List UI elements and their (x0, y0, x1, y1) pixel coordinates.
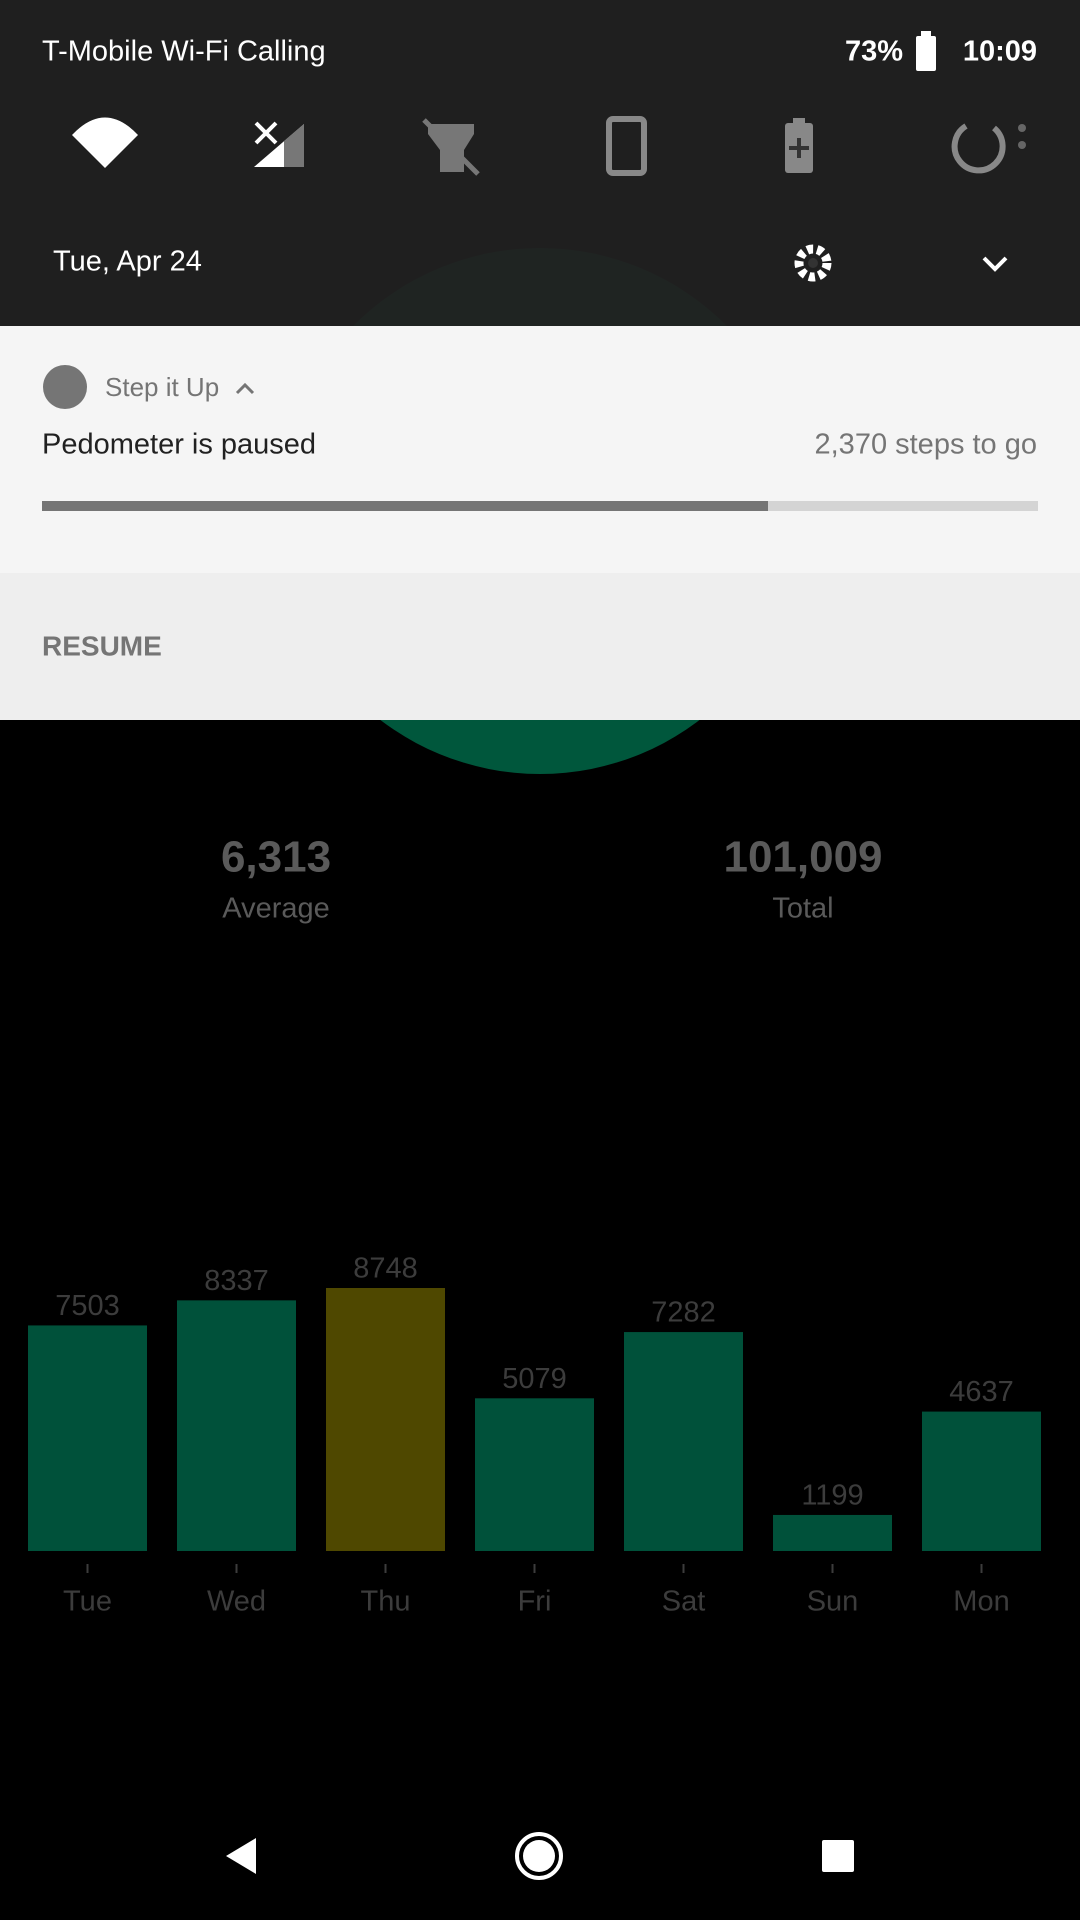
weekly-chart: 7503 Tue 8337 Wed 8748 Thu 5079 Fri 7282 Sat 1199 S… (28, 1253, 1041, 1618)
wifi-tile[interactable] (72, 117, 138, 169)
average-value: 6,313 (221, 833, 331, 882)
bar (326, 1288, 445, 1551)
more-dot (1018, 124, 1026, 132)
progress-fill (42, 501, 768, 511)
sync-tile[interactable] (951, 123, 1006, 174)
x-tick-label: Mon (953, 1586, 1009, 1618)
resume-button[interactable]: RESUME (42, 630, 162, 661)
settings-button[interactable] (794, 244, 832, 282)
x-tick-label: Sat (662, 1586, 706, 1618)
average-label: Average (222, 893, 330, 925)
notification-card[interactable] (0, 326, 1080, 573)
bar-value-label: 7282 (651, 1297, 716, 1329)
battery-percent: 73% (845, 36, 903, 68)
flashlight-tile[interactable] (422, 118, 480, 176)
carrier: T-Mobile Wi-Fi Calling (42, 36, 326, 68)
total-label: Total (772, 893, 833, 925)
x-tick-label: Fri (518, 1586, 552, 1618)
bar-value-label: 5079 (502, 1363, 567, 1395)
rotation-tile[interactable] (606, 116, 647, 176)
x-tick-label: Wed (207, 1586, 266, 1618)
bar (922, 1411, 1041, 1551)
x-tick-label: Thu (361, 1586, 411, 1618)
x-tick-label: Sun (807, 1586, 859, 1618)
quick-settings-shade (0, 0, 1080, 326)
app-name: Step it Up (105, 372, 219, 402)
x-tick-label: Tue (63, 1586, 112, 1618)
bar-value-label: 4637 (949, 1376, 1014, 1408)
bar (624, 1332, 743, 1551)
battery-saver-tile[interactable] (785, 118, 813, 173)
date: Tue, Apr 24 (53, 246, 202, 278)
home-button[interactable] (515, 1832, 563, 1880)
cellular-tile[interactable] (254, 121, 304, 167)
app-icon (43, 365, 87, 409)
bar (177, 1300, 296, 1551)
total-value: 101,009 (723, 833, 882, 882)
notification-detail: 2,370 steps to go (815, 429, 1038, 461)
expand-button[interactable] (982, 256, 1008, 272)
recents-button[interactable] (822, 1840, 854, 1872)
notification-title: Pedometer is paused (42, 429, 316, 461)
bar (28, 1325, 147, 1551)
battery-icon (916, 31, 936, 71)
bar (773, 1514, 892, 1551)
more-dot (1018, 141, 1026, 149)
bar (475, 1398, 594, 1551)
bar-value-label: 7503 (55, 1290, 120, 1322)
clock: 10:09 (963, 36, 1037, 68)
notification-actions (0, 573, 1080, 720)
back-button[interactable] (226, 1838, 256, 1874)
bar-value-label: 1199 (801, 1480, 863, 1512)
bar-value-label: 8748 (353, 1253, 418, 1285)
collapse-caret[interactable] (235, 382, 255, 395)
bar-value-label: 8337 (204, 1265, 269, 1297)
